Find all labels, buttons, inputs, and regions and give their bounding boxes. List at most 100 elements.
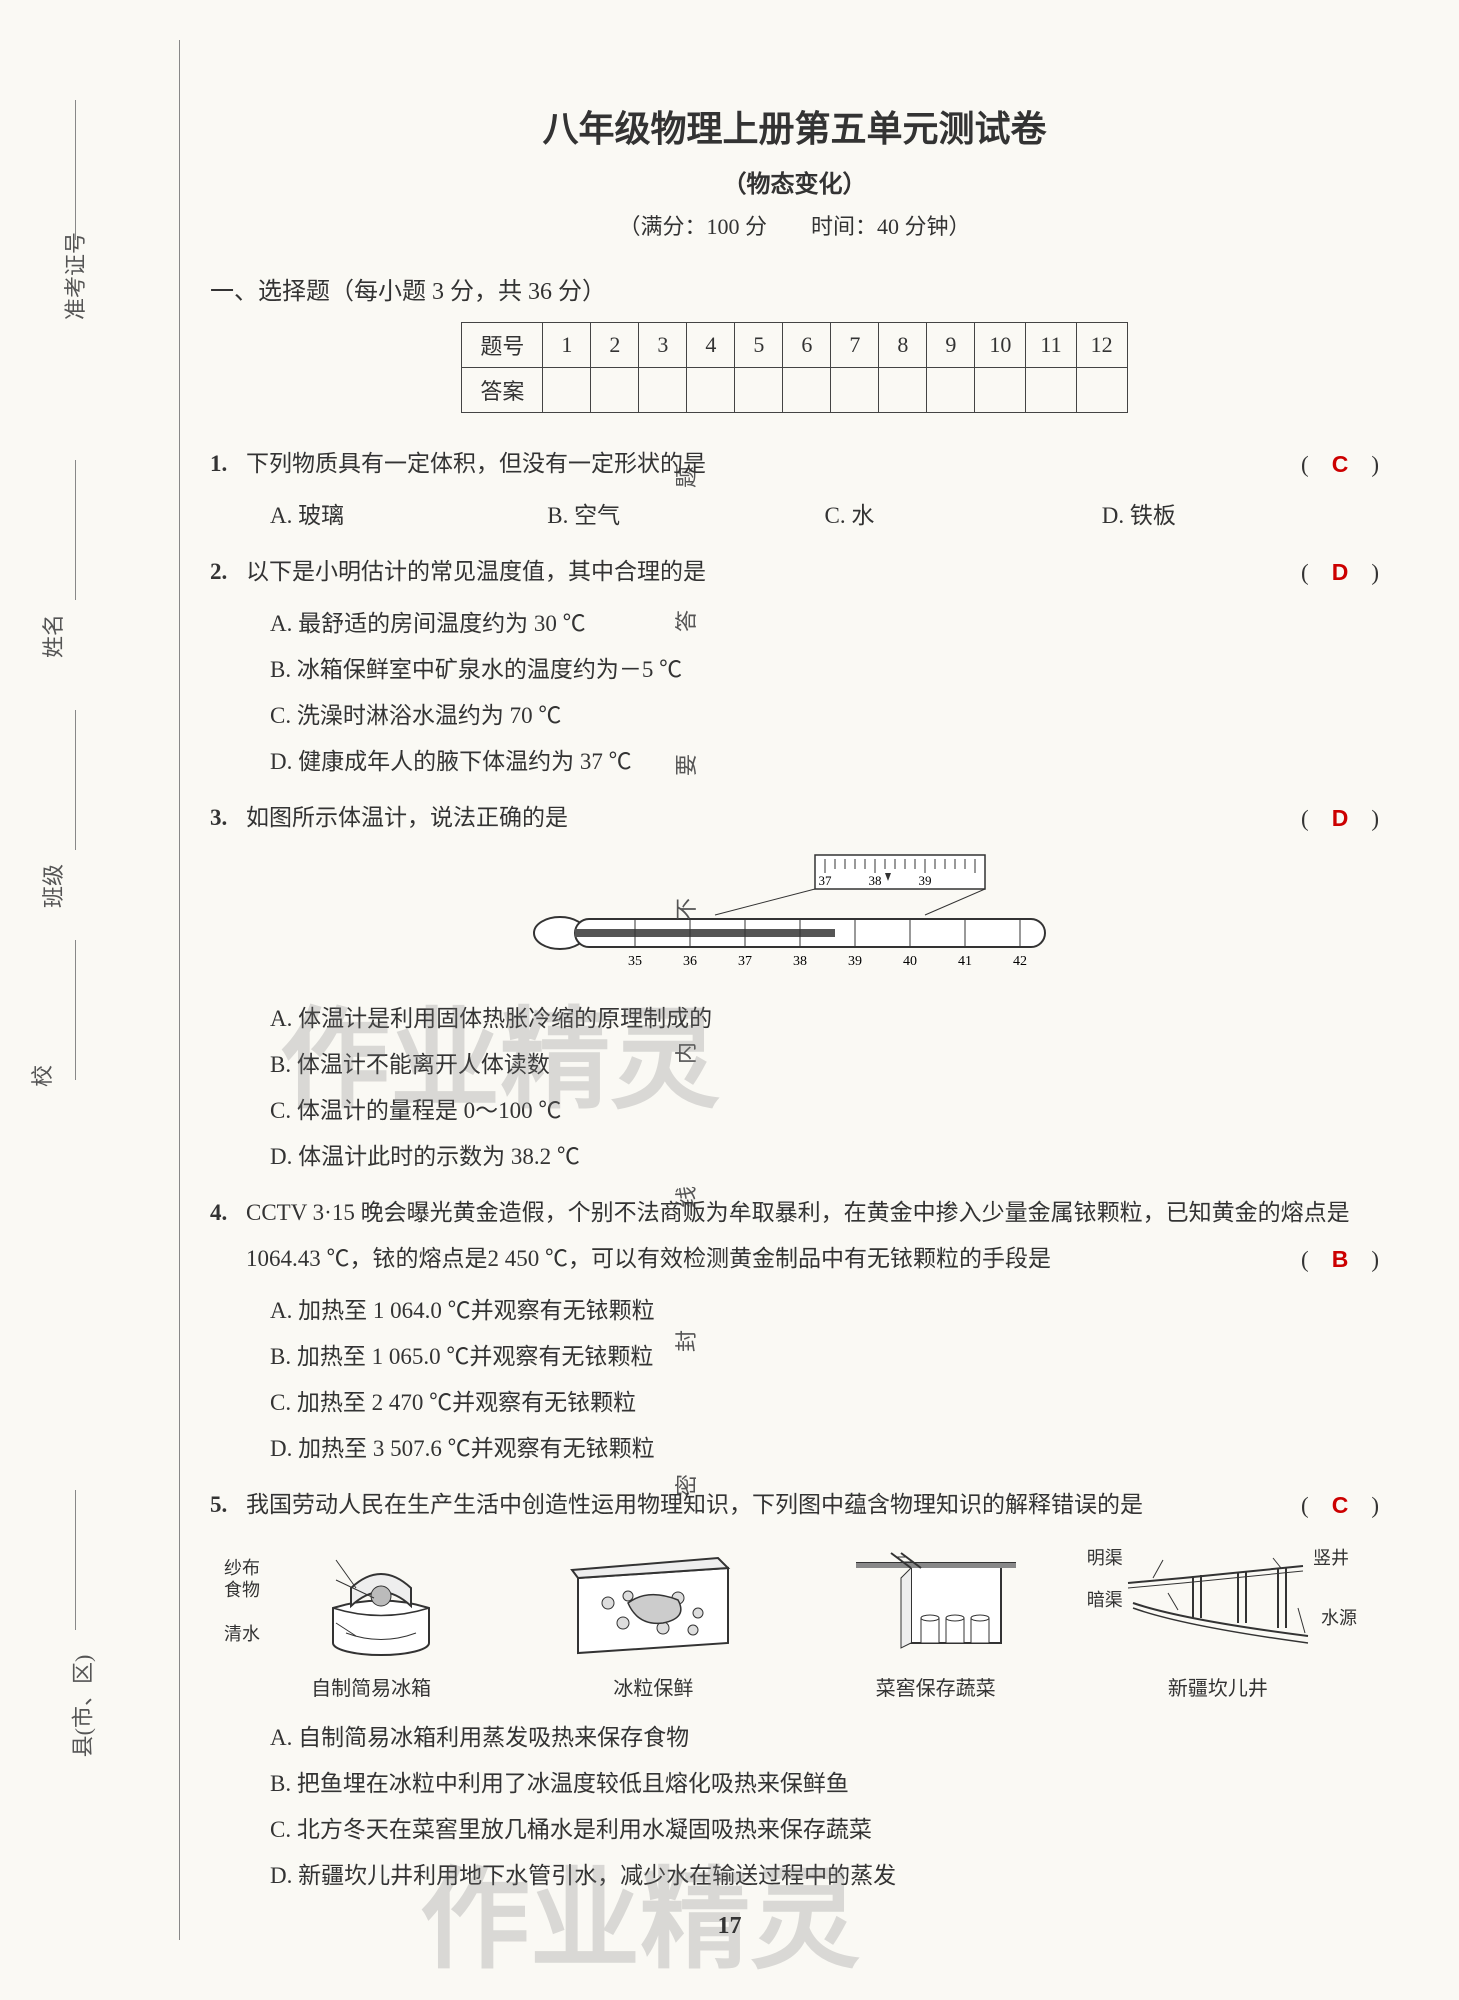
answer-grid-col: 4 bbox=[687, 323, 735, 368]
content-area: 八年级物理上册第五单元测试卷 （物态变化） （满分：100 分 时间：40 分钟… bbox=[200, 40, 1379, 1899]
option: A. 自制简易冰箱利用蒸发吸热来保存食物 bbox=[270, 1715, 1379, 1761]
answer-slot: D bbox=[1301, 795, 1379, 842]
binding-margin: 准考证号 姓名 班级 校 县(市、区) 密 封 线 内 不 要 答 题 bbox=[40, 40, 180, 1940]
option: B. 冰箱保鲜室中矿泉水的温度约为－5 ℃ bbox=[270, 647, 1379, 693]
answer-slot: B bbox=[1301, 1236, 1379, 1283]
question-1-options: A. 玻璃 B. 空气 C. 水 D. 铁板 bbox=[210, 493, 1379, 539]
question-5: 5. 我国劳动人民在生产生活中创造性运用物理知识，下列图中蕴含物理知识的解释错误… bbox=[210, 1482, 1379, 1528]
answer-grid-col: 5 bbox=[735, 323, 783, 368]
cellar-icon bbox=[851, 1548, 1021, 1658]
figure-item-3: 菜窖保存蔬菜 bbox=[795, 1548, 1077, 1701]
answer-grid-col: 6 bbox=[783, 323, 831, 368]
question-5-options: A. 自制简易冰箱利用蒸发吸热来保存食物 B. 把鱼埋在冰粒中利用了冰温度较低且… bbox=[210, 1715, 1379, 1899]
question-3: 3. 如图所示体温计，说法正确的是 D bbox=[210, 795, 1379, 841]
answer-cell[interactable] bbox=[879, 368, 927, 413]
exam-page: 准考证号 姓名 班级 校 县(市、区) 密 封 线 内 不 要 答 题 八年级物… bbox=[0, 0, 1459, 2000]
question-1: 1. 下列物质具有一定体积，但没有一定形状的是 C bbox=[210, 441, 1379, 487]
option: B. 加热至 1 065.0 ℃并观察有无铱颗粒 bbox=[270, 1334, 1379, 1380]
binding-line bbox=[75, 710, 76, 850]
option: D. 加热至 3 507.6 ℃并观察有无铱颗粒 bbox=[270, 1426, 1379, 1472]
figure-caption: 自制简易冰箱 bbox=[230, 1672, 512, 1701]
answer-grid-col: 10 bbox=[975, 323, 1026, 368]
answer-cell[interactable] bbox=[639, 368, 687, 413]
answer-grid: 题号 1 2 3 4 5 6 7 8 9 10 11 12 答案 bbox=[461, 322, 1127, 413]
exam-meta: （满分：100 分 时间：40 分钟） bbox=[210, 209, 1379, 241]
binding-line bbox=[75, 1490, 76, 1630]
option: A. 加热至 1 064.0 ℃并观察有无铱颗粒 bbox=[270, 1288, 1379, 1334]
answer-cell[interactable] bbox=[543, 368, 591, 413]
answer-grid-row2-label: 答案 bbox=[462, 368, 543, 413]
svg-text:39: 39 bbox=[848, 954, 862, 969]
simple-fridge-icon bbox=[296, 1548, 446, 1658]
answer-cell[interactable] bbox=[1076, 368, 1127, 413]
svg-text:37: 37 bbox=[738, 954, 752, 969]
svg-text:35: 35 bbox=[628, 954, 642, 969]
answer-slot: C bbox=[1301, 1482, 1379, 1529]
svg-text:38: 38 bbox=[868, 873, 881, 888]
binding-line bbox=[75, 460, 76, 600]
question-number: 3. bbox=[210, 795, 227, 841]
karez-icon bbox=[1123, 1548, 1313, 1658]
binding-label-county: 县(市、区) bbox=[65, 1655, 97, 1758]
page-number: 17 bbox=[718, 1913, 742, 1940]
svg-text:37: 37 bbox=[818, 873, 832, 888]
binding-line bbox=[75, 100, 76, 240]
answer-grid-col: 11 bbox=[1026, 323, 1076, 368]
thermometer-icon: 37 38 39 35 36 37 38 39 40 41 bbox=[515, 853, 1075, 973]
question-number: 1. bbox=[210, 441, 227, 487]
svg-text:38: 38 bbox=[793, 954, 807, 969]
option: D. 体温计此时的示数为 38.2 ℃ bbox=[270, 1134, 1379, 1180]
answer-cell[interactable] bbox=[735, 368, 783, 413]
binding-label-school: 校 bbox=[25, 1065, 57, 1087]
figure-caption: 菜窖保存蔬菜 bbox=[795, 1672, 1077, 1701]
answer-grid-col: 12 bbox=[1076, 323, 1127, 368]
svg-text:40: 40 bbox=[903, 954, 917, 969]
option: D. 铁板 bbox=[1102, 493, 1379, 539]
figure-item-2: 冰粒保鲜 bbox=[512, 1548, 794, 1701]
question-2: 2. 以下是小明估计的常见温度值，其中合理的是 D bbox=[210, 549, 1379, 595]
binding-label-name: 姓名 bbox=[36, 614, 68, 658]
svg-text:41: 41 bbox=[958, 954, 972, 969]
ice-preserve-icon bbox=[568, 1548, 738, 1658]
binding-line bbox=[75, 940, 76, 1080]
option: A. 玻璃 bbox=[270, 493, 547, 539]
answer-grid-header-row: 题号 1 2 3 4 5 6 7 8 9 10 11 12 bbox=[462, 323, 1127, 368]
answer-cell[interactable] bbox=[1026, 368, 1076, 413]
option: D. 新疆坎儿井利用地下水管引水，减少水在输送过程中的蒸发 bbox=[270, 1853, 1379, 1899]
binding-label-exam-id: 准考证号 bbox=[58, 232, 90, 320]
question-text: 下列物质具有一定体积，但没有一定形状的是 bbox=[246, 451, 706, 476]
answer-grid-col: 9 bbox=[927, 323, 975, 368]
question-3-options: A. 体温计是利用固体热胀冷缩的原理制成的 B. 体温计不能离开人体读数 C. … bbox=[210, 996, 1379, 1180]
answer-grid-col: 2 bbox=[591, 323, 639, 368]
exam-title: 八年级物理上册第五单元测试卷 bbox=[210, 100, 1379, 152]
question-4: 4. CCTV 3·15 晚会曝光黄金造假，个别不法商贩为牟取暴利，在黄金中掺入… bbox=[210, 1190, 1379, 1282]
answer-grid-col: 8 bbox=[879, 323, 927, 368]
option: D. 健康成年人的腋下体温约为 37 ℃ bbox=[270, 739, 1379, 785]
question-number: 4. bbox=[210, 1190, 227, 1236]
question-4-options: A. 加热至 1 064.0 ℃并观察有无铱颗粒 B. 加热至 1 065.0 … bbox=[210, 1288, 1379, 1472]
figure-item-1: 纱布 食物 清水 自制简易冰箱 bbox=[230, 1548, 512, 1701]
question-text: 如图所示体温计，说法正确的是 bbox=[246, 805, 568, 830]
option: A. 体温计是利用固体热胀冷缩的原理制成的 bbox=[270, 996, 1379, 1042]
figure-caption: 新疆坎儿井 bbox=[1077, 1672, 1359, 1701]
section-1-header: 一、选择题（每小题 3 分，共 36 分） bbox=[210, 271, 1379, 306]
answer-grid-col: 1 bbox=[543, 323, 591, 368]
answer-grid-col: 7 bbox=[831, 323, 879, 368]
answer-cell[interactable] bbox=[591, 368, 639, 413]
exam-subtitle: （物态变化） bbox=[210, 164, 1379, 199]
answer-cell[interactable] bbox=[927, 368, 975, 413]
question-text: CCTV 3·15 晚会曝光黄金造假，个别不法商贩为牟取暴利，在黄金中掺入少量金… bbox=[246, 1200, 1350, 1271]
question-text: 以下是小明估计的常见温度值，其中合理的是 bbox=[246, 559, 706, 584]
option: C. 加热至 2 470 ℃并观察有无铱颗粒 bbox=[270, 1380, 1379, 1426]
answer-cell[interactable] bbox=[975, 368, 1026, 413]
answer-grid-row1-label: 题号 bbox=[462, 323, 543, 368]
fig4-label: 明渠 bbox=[1087, 1544, 1123, 1570]
fig4-label: 水源 bbox=[1321, 1604, 1357, 1630]
answer-cell[interactable] bbox=[783, 368, 831, 413]
question-5-figures: 纱布 食物 清水 自制简易冰箱 bbox=[210, 1548, 1379, 1701]
answer-cell[interactable] bbox=[831, 368, 879, 413]
fig4-label: 暗渠 bbox=[1087, 1586, 1123, 1612]
figure-caption: 冰粒保鲜 bbox=[512, 1672, 794, 1701]
answer-cell[interactable] bbox=[687, 368, 735, 413]
answer-slot: D bbox=[1301, 549, 1379, 596]
